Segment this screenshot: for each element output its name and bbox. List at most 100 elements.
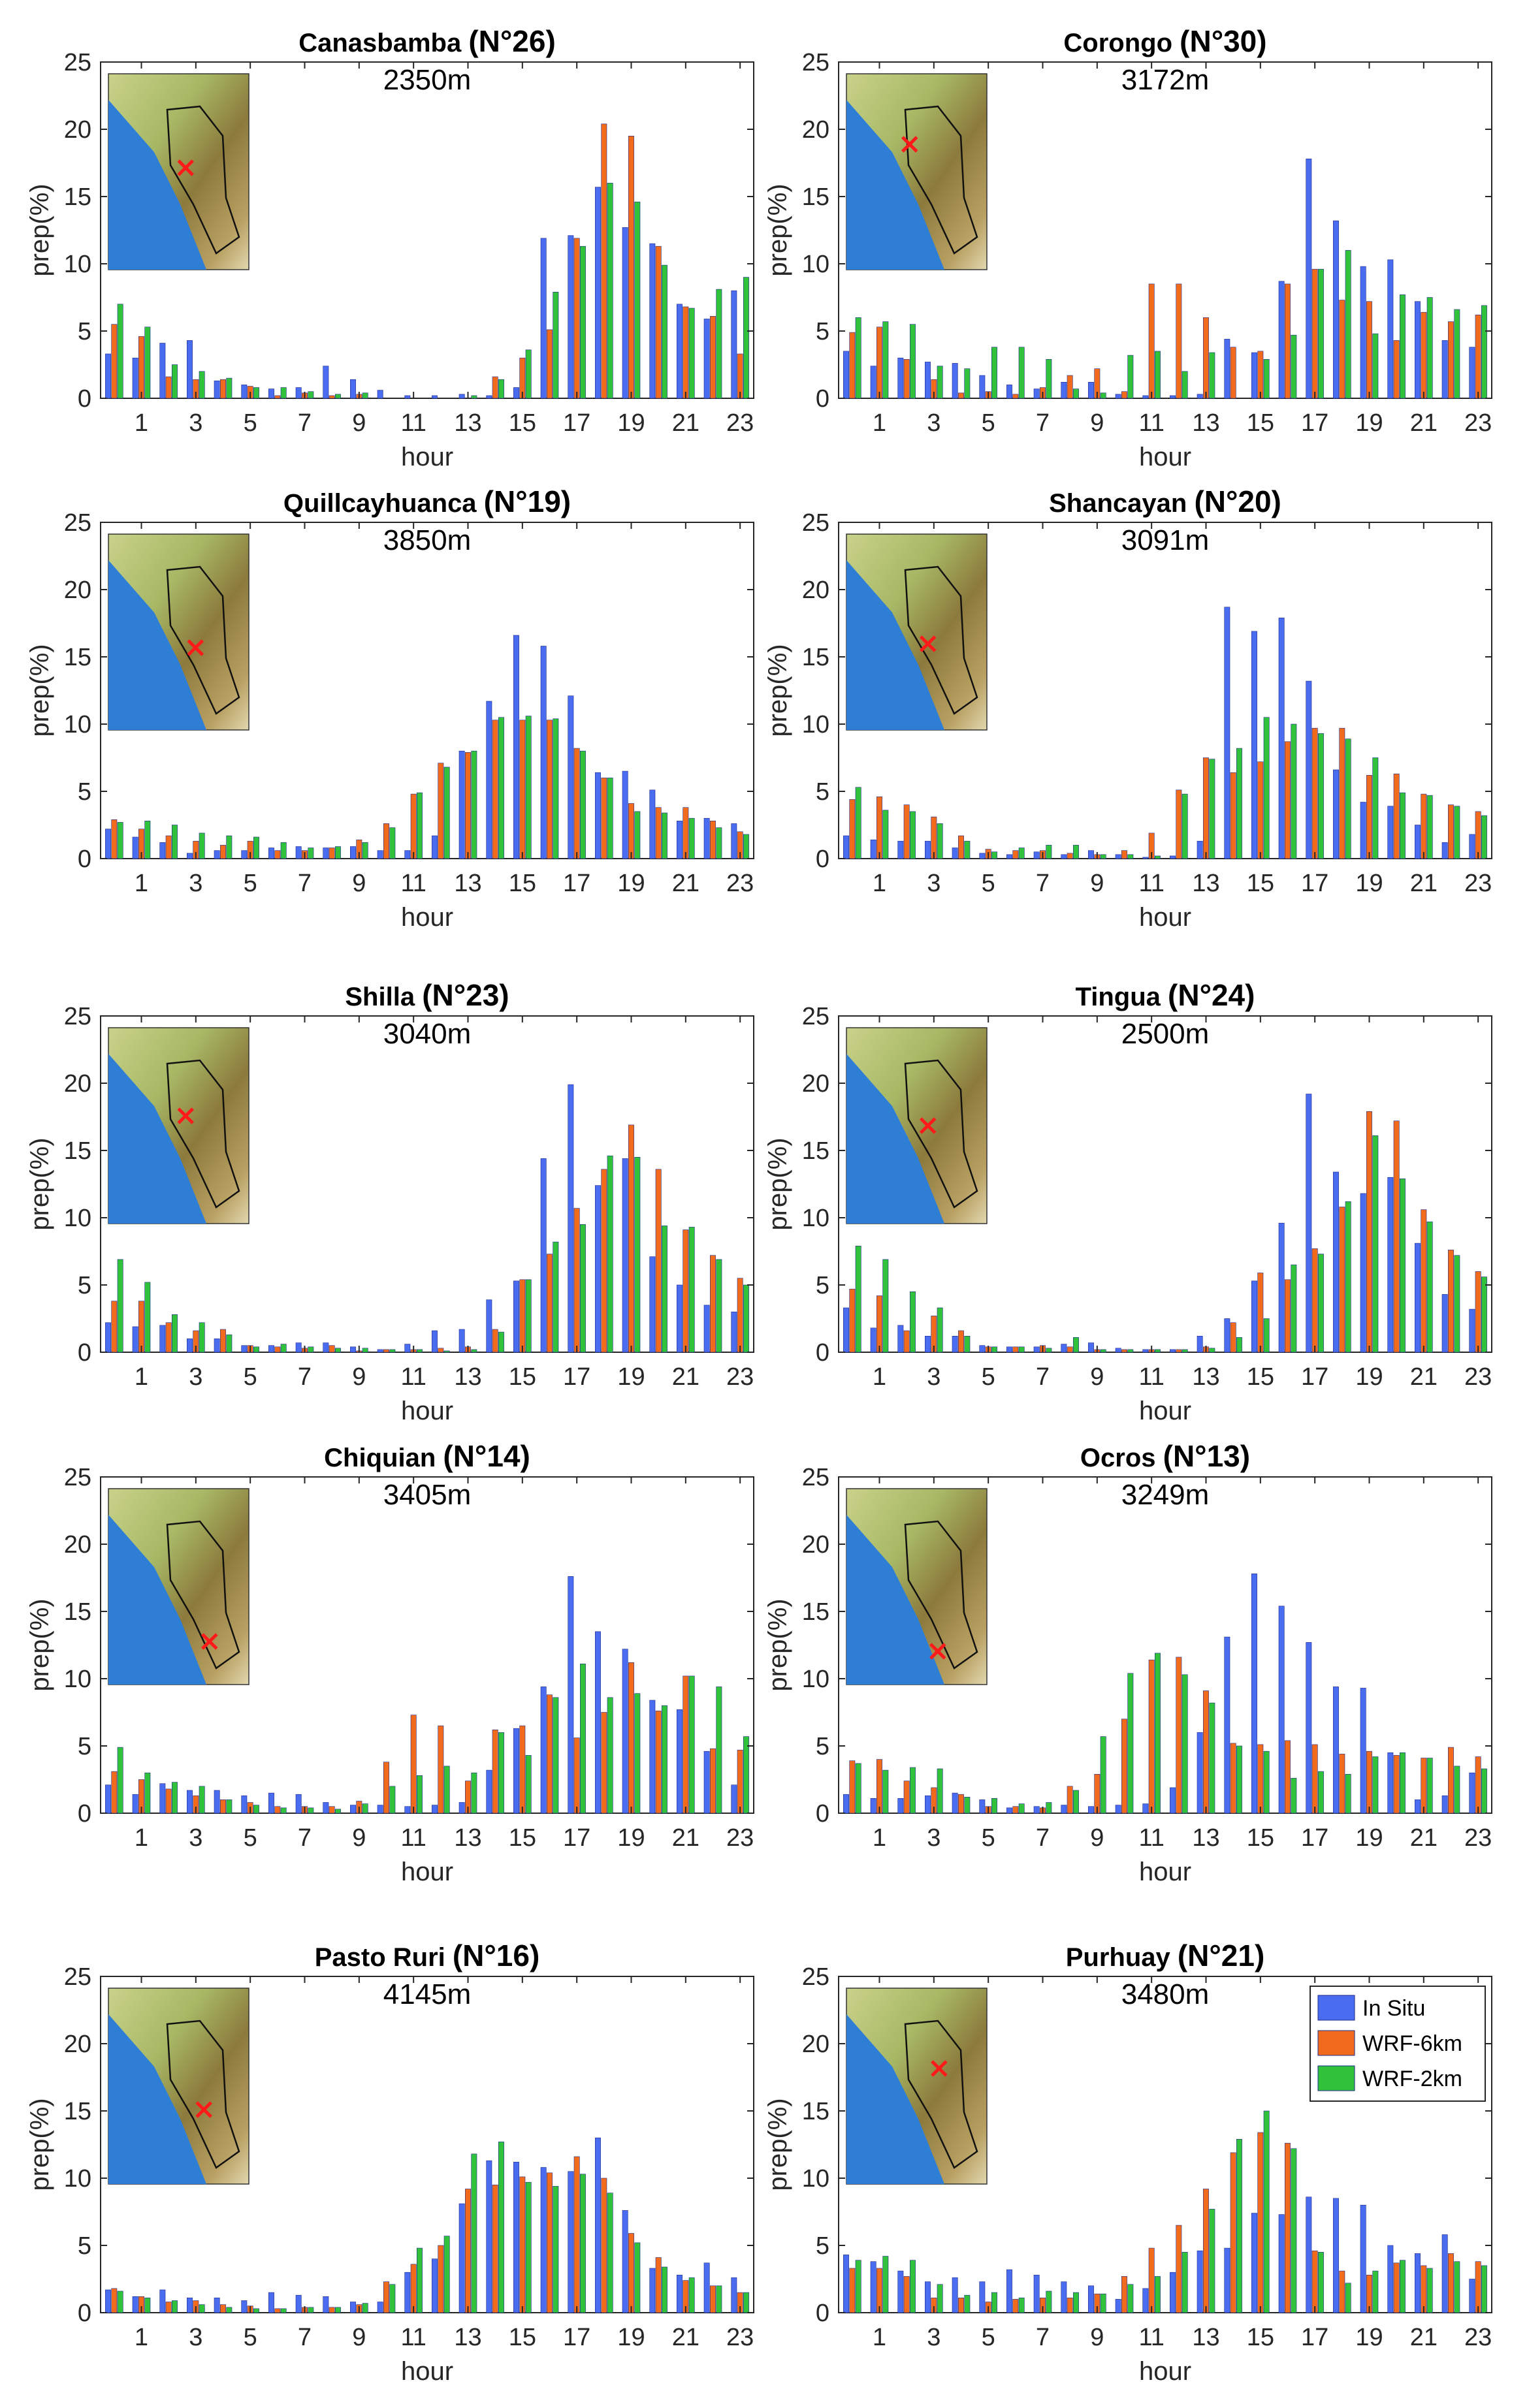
- bar-wrf-2km: [1263, 358, 1270, 399]
- bar-wrf-2km: [716, 1259, 722, 1353]
- bar-in-situ: [1033, 1806, 1040, 1814]
- bar-wrf-2km: [171, 2300, 178, 2313]
- bar-in-situ: [540, 646, 547, 859]
- bar-in-situ: [214, 2298, 220, 2313]
- map-basin-outline: [166, 565, 240, 715]
- bar-wrf-2km: [389, 827, 396, 859]
- bar-wrf-6km: [464, 2189, 471, 2313]
- bar-wrf-6km: [274, 1806, 281, 1814]
- bar-in-situ: [268, 1792, 274, 1814]
- bar-wrf-2km: [1073, 845, 1079, 859]
- map-ocean: [108, 2014, 206, 2184]
- station-name: Canasbamba: [298, 29, 468, 57]
- bar-in-situ: [1415, 825, 1421, 859]
- bar-wrf-6km: [410, 2264, 417, 2313]
- bar-in-situ: [540, 1687, 547, 1814]
- bar-in-situ: [1061, 854, 1067, 859]
- x-tick-label: 21: [672, 1363, 699, 1391]
- y-tick-label: 10: [802, 2165, 829, 2193]
- bar-wrf-2km: [882, 321, 889, 399]
- bar-in-situ: [843, 1794, 849, 1814]
- bar-wrf-2km: [553, 718, 559, 859]
- bar-wrf-6km: [438, 763, 444, 859]
- x-tick-label: 7: [298, 1824, 312, 1852]
- x-tick-label: 11: [400, 1824, 426, 1852]
- bar-wrf-6km: [1366, 775, 1372, 859]
- bar-in-situ: [1306, 680, 1312, 859]
- bar-wrf-2km: [1018, 2298, 1025, 2313]
- bar-in-situ: [1115, 1348, 1121, 1353]
- bar-in-situ: [1360, 1688, 1366, 1814]
- map-basin-outline: [166, 1520, 240, 1670]
- x-tick-label: 3: [189, 870, 202, 897]
- station-name: Corongo: [1063, 29, 1180, 57]
- y-axis-label: prep(%): [764, 2098, 792, 2191]
- bar-wrf-6km: [1285, 283, 1291, 399]
- bar-wrf-2km: [498, 1732, 504, 1814]
- bar-wrf-2km: [634, 201, 641, 399]
- x-tick-label: 17: [563, 2324, 590, 2351]
- bar-in-situ: [268, 2292, 274, 2313]
- bar-wrf-2km: [553, 291, 559, 399]
- bar-wrf-6km: [1148, 283, 1155, 399]
- bar-wrf-2km: [199, 1322, 205, 1353]
- bar-wrf-2km: [498, 1331, 504, 1353]
- bar-wrf-2km: [308, 391, 314, 399]
- bar-in-situ: [1333, 1171, 1339, 1353]
- elevation-label: 2350m: [383, 64, 472, 96]
- y-tick-label: 15: [802, 1598, 829, 1626]
- y-tick-label: 0: [78, 1800, 91, 1828]
- bar-wrf-6km: [329, 2307, 335, 2313]
- y-tick-label: 5: [816, 1272, 829, 1299]
- y-tick-label: 25: [802, 509, 829, 537]
- y-axis-label: prep(%): [764, 1137, 792, 1230]
- bar-wrf-6km: [138, 1301, 144, 1353]
- bar-wrf-2km: [280, 842, 287, 859]
- bar-wrf-6km: [655, 807, 662, 859]
- bar-wrf-2km: [1481, 815, 1487, 859]
- bar-in-situ: [1387, 1177, 1394, 1353]
- bar-wrf-2km: [991, 1346, 997, 1353]
- bar-wrf-6km: [1176, 1656, 1182, 1814]
- bar-wrf-6km: [165, 1788, 172, 1814]
- bar-wrf-2km: [1263, 717, 1270, 859]
- bar-in-situ: [649, 1700, 656, 1814]
- bar-wrf-6km: [573, 238, 580, 399]
- bar-wrf-6km: [1257, 1273, 1264, 1353]
- y-tick-label: 15: [802, 183, 829, 211]
- y-tick-label: 5: [78, 318, 91, 345]
- bar-in-situ: [486, 2160, 492, 2313]
- x-tick-label: 13: [454, 409, 481, 437]
- x-tick-label: 5: [982, 1363, 995, 1391]
- bar-wrf-6km: [492, 1329, 498, 1353]
- bar-wrf-2km: [1291, 334, 1297, 399]
- bar-wrf-6km: [1257, 2132, 1264, 2313]
- bar-in-situ: [594, 1185, 601, 1353]
- inset-map: [846, 533, 988, 731]
- bar-in-situ: [349, 379, 356, 399]
- x-tick-label: 19: [617, 2324, 645, 2351]
- map-basin-outline: [166, 105, 240, 255]
- y-tick-label: 20: [64, 577, 91, 604]
- map-basin-outline: [904, 1059, 978, 1209]
- bar-in-situ: [870, 366, 876, 399]
- x-tick-label: 17: [563, 1363, 590, 1391]
- bar-wrf-2km: [226, 1799, 233, 1814]
- bar-wrf-2km: [171, 825, 178, 859]
- bar-in-situ: [1278, 1606, 1285, 1814]
- y-tick-label: 0: [78, 2300, 91, 2327]
- x-tick-label: 7: [1036, 1824, 1050, 1852]
- legend-label: WRF-2km: [1362, 2067, 1462, 2091]
- x-tick-label: 23: [726, 1363, 754, 1391]
- bar-wrf-2km: [1100, 2293, 1106, 2313]
- bar-in-situ: [513, 2162, 519, 2313]
- x-tick-label: 9: [352, 2324, 366, 2351]
- bar-wrf-2km: [253, 387, 259, 399]
- bar-wrf-2km: [1209, 1348, 1215, 1353]
- bar-wrf-6km: [492, 1730, 498, 1814]
- bar-wrf-2km: [1263, 1751, 1270, 1814]
- x-tick-label: 19: [1355, 870, 1383, 897]
- bar-wrf-6km: [1393, 1755, 1400, 1814]
- bar-wrf-2km: [471, 2153, 477, 2313]
